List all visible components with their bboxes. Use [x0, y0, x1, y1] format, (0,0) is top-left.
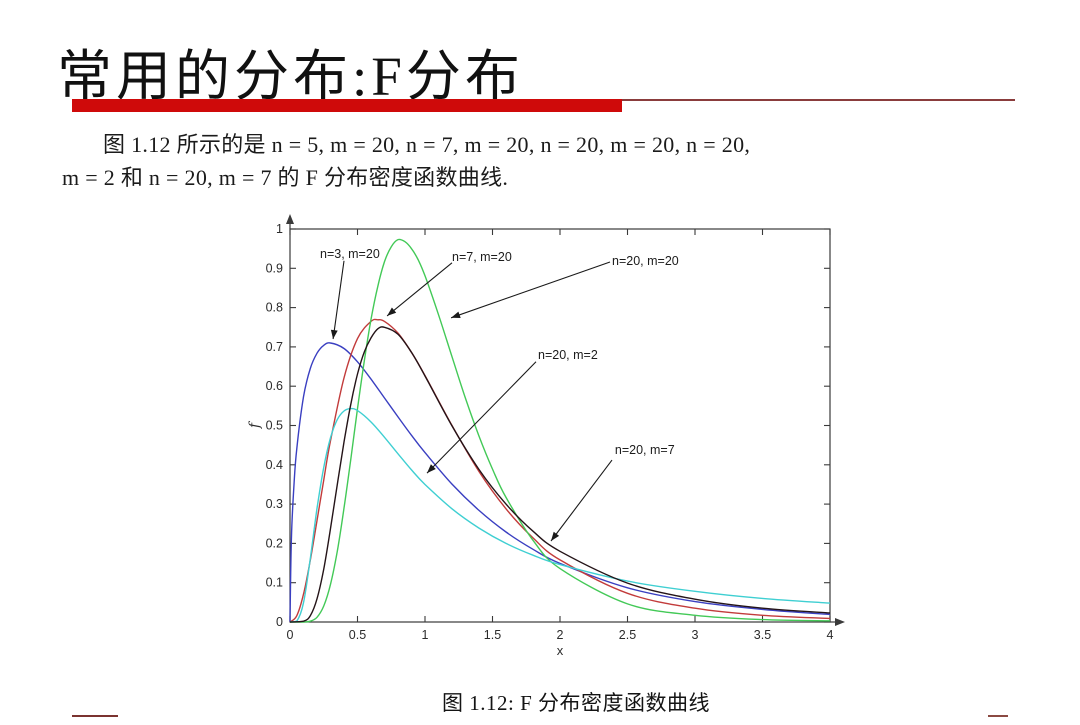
x-tick-label: 0.5 [349, 628, 366, 642]
footer-right-mark [988, 715, 1008, 717]
body-text: 图 1.12 所示的是 n = 5, m = 20, n = 7, m = 20… [62, 128, 1022, 194]
curve-n-7-m-20 [289, 318, 831, 623]
x-tick-label: 3 [692, 628, 699, 642]
annotation-arrowhead [451, 311, 461, 318]
y-tick-label: 1 [276, 222, 283, 236]
annotation-arrowhead [427, 464, 436, 474]
y-tick-label: 0.9 [266, 261, 283, 275]
title-accent-bar [72, 99, 622, 112]
x-tick-label: 0 [287, 628, 294, 642]
x-tick-label: 4 [827, 628, 834, 642]
x-axis-arrow [835, 618, 845, 626]
annotation-arrow [426, 361, 537, 474]
annotation-label: n=20, m=7 [615, 443, 675, 457]
y-tick-label: 0.6 [266, 379, 283, 393]
y-tick-label: 0.1 [266, 576, 283, 590]
plot-border [289, 228, 831, 623]
annotation-arrow [386, 262, 453, 317]
annotation-label: n=20, m=20 [612, 254, 679, 268]
annotation-arrowhead [551, 531, 560, 541]
y-tick-label: 0 [276, 615, 283, 629]
body-line-2: m = 2 和 n = 20, m = 7 的 F 分布密度函数曲线. [62, 165, 509, 190]
y-tick-label: 0.5 [266, 419, 283, 433]
footer-left-mark [72, 715, 118, 717]
page-title: 常用的分布:F分布 [57, 45, 524, 107]
x-tick-label: 2 [557, 628, 564, 642]
curve-n-20-m-20 [290, 238, 831, 623]
y-axis-arrow [286, 214, 294, 224]
curve-n-20-m-7 [289, 326, 831, 623]
title-accent-line [622, 99, 1015, 101]
annotation-arrowhead [387, 307, 397, 316]
annotation-arrowhead [330, 329, 338, 339]
chart-caption: 图 1.12: F 分布密度函数曲线 [441, 691, 710, 715]
y-axis-label: f [247, 420, 263, 429]
annotation-label: n=20, m=2 [538, 348, 598, 362]
annotation-label: n=7, m=20 [452, 250, 512, 264]
x-tick-label: 1.5 [484, 628, 501, 642]
annotation-arrow [550, 459, 613, 542]
y-tick-label: 0.7 [266, 340, 283, 354]
curve-n-3-m-20 [289, 342, 831, 623]
annotation-arrow [332, 260, 345, 340]
annotation-arrow [450, 261, 611, 319]
annotation-label: n=3, m=20 [320, 247, 380, 261]
x-tick-label: 3.5 [754, 628, 771, 642]
x-tick-label: 1 [422, 628, 429, 642]
x-tick-label: 2.5 [619, 628, 636, 642]
curve-n-20-m-2 [289, 407, 831, 623]
y-tick-label: 0.3 [266, 497, 283, 511]
body-line-1: 图 1.12 所示的是 n = 5, m = 20, n = 7, m = 20… [103, 132, 751, 157]
x-axis-label: x [557, 643, 564, 658]
y-tick-label: 0.2 [266, 536, 283, 550]
y-tick-label: 0.4 [266, 458, 283, 472]
y-tick-label: 0.8 [266, 301, 283, 315]
